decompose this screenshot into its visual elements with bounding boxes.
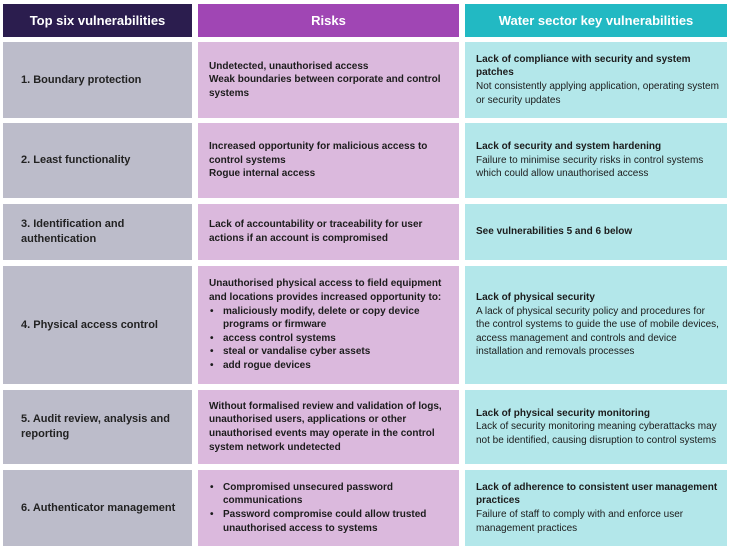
key-vulnerability-cell: Lack of physical security A lack of phys… xyxy=(465,266,727,384)
risk-line: Undetected, unauthorised access xyxy=(209,60,369,72)
key-vulnerability-title: Lack of security and system hardening xyxy=(476,141,662,153)
header-water-sector-key-vulnerabilities: Water sector key vulnerabilities xyxy=(465,4,727,37)
key-vulnerability-title: See vulnerabilities 5 and 6 below xyxy=(476,226,633,238)
risk-bullet: maliciously modify, delete or copy devic… xyxy=(209,305,451,332)
risk-bullet: steal or vandalise cyber assets xyxy=(209,345,451,359)
vulnerability-cell: 6. Authenticator management xyxy=(3,470,192,546)
key-vulnerability-description: Not consistently applying application, o… xyxy=(476,81,719,106)
vulnerability-label: 6. Authenticator management xyxy=(21,501,176,514)
key-vulnerability-description: Failure to minimise security risks in co… xyxy=(476,154,704,180)
risk-intro: Unauthorised physical access to field eq… xyxy=(209,278,442,304)
vulnerability-cell: 2. Least functionality xyxy=(3,123,192,198)
header-top-six-vulnerabilities: Top six vulnerabilities xyxy=(3,4,192,37)
risk-cell: Compromised unsecured password communica… xyxy=(198,470,459,546)
risk-bullet: Compromised unsecured password communica… xyxy=(209,481,451,508)
header-risks: Risks xyxy=(198,4,459,37)
risk-bullet-list: Compromised unsecured password communica… xyxy=(209,481,451,535)
key-vulnerability-cell: See vulnerabilities 5 and 6 below xyxy=(465,204,727,260)
key-vulnerability-description: A lack of physical security policy and p… xyxy=(476,305,719,358)
vulnerability-label: 1. Boundary protection xyxy=(21,73,142,86)
risk-cell: Undetected, unauthorised access Weak bou… xyxy=(198,42,459,118)
key-vulnerability-description: Lack of security monitoring meaning cybe… xyxy=(476,421,717,446)
risk-line: Rogue internal access xyxy=(209,168,316,180)
vulnerability-cell: 1. Boundary protection xyxy=(3,42,192,118)
vulnerability-cell: 3. Identification and authentication xyxy=(3,204,192,260)
risk-cell: Increased opportunity for malicious acce… xyxy=(198,123,459,198)
key-vulnerability-cell: Lack of adherence to consistent user man… xyxy=(465,470,727,546)
risk-cell: Unauthorised physical access to field eq… xyxy=(198,266,459,384)
risk-cell: Without formalised review and validation… xyxy=(198,390,459,464)
key-vulnerability-title: Lack of physical security monitoring xyxy=(476,407,650,419)
key-vulnerability-cell: Lack of compliance with security and sys… xyxy=(465,42,727,118)
key-vulnerability-cell: Lack of physical security monitoring Lac… xyxy=(465,390,727,464)
risk-line: Lack of accountability or traceability f… xyxy=(209,219,423,244)
vulnerability-cell: 5. Audit review, analysis and reporting xyxy=(3,390,192,464)
risk-line: Without formalised review and validation… xyxy=(209,400,442,453)
risk-cell: Lack of accountability or traceability f… xyxy=(198,204,459,260)
vulnerability-label: 3. Identification and authentication xyxy=(21,218,125,245)
key-vulnerability-title: Lack of compliance with security and sys… xyxy=(476,53,691,79)
risk-bullet: add rogue devices xyxy=(209,359,451,373)
key-vulnerability-title: Lack of physical security xyxy=(476,292,595,304)
vulnerability-label: 2. Least functionality xyxy=(21,154,131,166)
risk-line: Weak boundaries between corporate and co… xyxy=(209,74,441,99)
risk-bullet: access control systems xyxy=(209,332,451,346)
key-vulnerability-cell: Lack of security and system hardening Fa… xyxy=(465,123,727,198)
key-vulnerability-title: Lack of adherence to consistent user man… xyxy=(476,481,718,507)
risk-line: Increased opportunity for malicious acce… xyxy=(209,141,428,166)
vulnerability-label: 4. Physical access control xyxy=(21,318,158,331)
risk-bullet-list: maliciously modify, delete or copy devic… xyxy=(209,305,451,373)
vulnerability-cell: 4. Physical access control xyxy=(3,266,192,384)
key-vulnerability-description: Failure of staff to comply with and enfo… xyxy=(476,509,684,534)
risk-bullet: Password compromise could allow trusted … xyxy=(209,508,451,535)
vulnerability-label: 5. Audit review, analysis and reporting xyxy=(21,413,170,440)
